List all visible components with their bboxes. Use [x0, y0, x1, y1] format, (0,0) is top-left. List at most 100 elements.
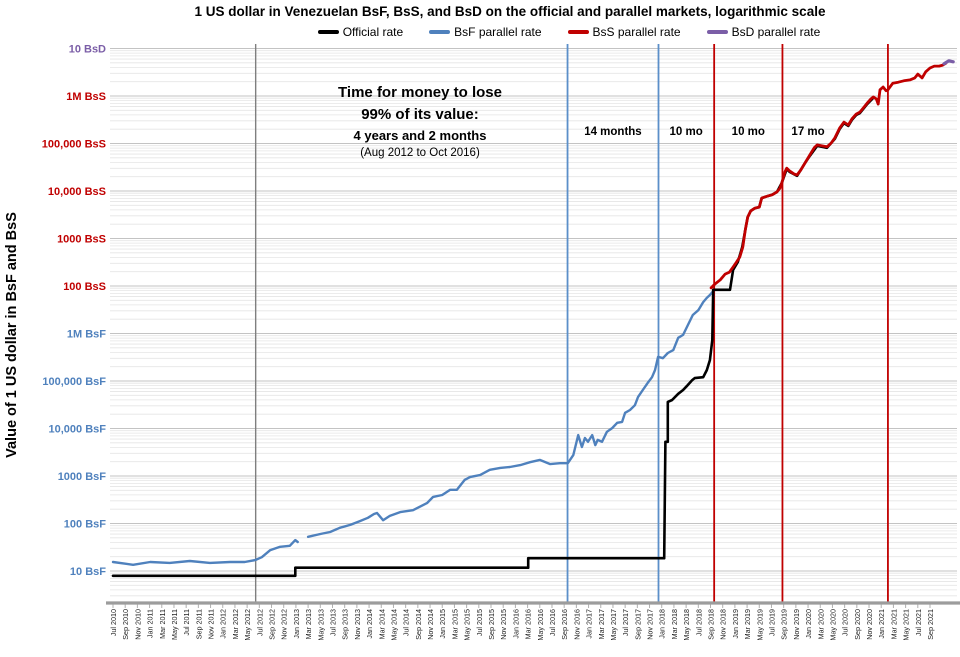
legend-label-bsd: BsD parallel rate: [731, 25, 821, 39]
x-tick-label: Jul 2019: [767, 609, 776, 636]
x-tick-label: Mar 2018: [670, 609, 679, 639]
x-tick-label: Sep 2018: [707, 609, 716, 640]
x-tick-label: Nov 2020: [865, 609, 874, 640]
y-tick-label: 1000 BsS: [57, 234, 106, 246]
x-tick-label: May 2019: [755, 609, 764, 641]
legend-item-bsd: BsD parallel rate: [706, 25, 821, 39]
official-rate-line: [111, 96, 875, 578]
y-tick-label: 10 BsF: [70, 566, 106, 578]
legend-item-official: Official rate: [317, 25, 404, 39]
legend-swatch-bsd: [706, 30, 728, 34]
x-tick-label: Nov 2016: [572, 609, 581, 640]
x-tick-label: Mar 2013: [304, 609, 313, 639]
x-tick-label: Sep 2017: [633, 609, 642, 640]
x-tick-label: Mar 2014: [377, 609, 386, 639]
x-tick-label: Mar 2011: [158, 609, 167, 639]
x-tick-label: Jul 2018: [694, 609, 703, 636]
x-tick-label: Nov 2019: [792, 609, 801, 640]
x-tick-label: Jan 2018: [658, 609, 667, 639]
x-tick-label: Sep 2012: [268, 609, 277, 640]
x-tick-label: Jan 2012: [219, 609, 228, 639]
x-tick-label: Sep 2010: [121, 609, 130, 640]
x-tick-label: Jan 2019: [731, 609, 740, 639]
y-tick-label: 1M BsS: [66, 91, 106, 103]
x-tick-label: Mar 2015: [450, 609, 459, 639]
legend-swatch-official: [317, 30, 339, 34]
x-tick-label: Jul 2015: [475, 609, 484, 636]
x-tick-label: Jul 2021: [914, 609, 923, 636]
x-tick-label: Sep 2011: [194, 609, 203, 639]
x-tick-label: Nov 2013: [353, 609, 362, 640]
x-tick-label: Sep 2019: [780, 609, 789, 640]
x-tick-label: Jan 2021: [877, 609, 886, 639]
bss-parallel-rate-line: [709, 61, 948, 290]
legend-swatch-bss: [567, 30, 589, 34]
x-tick-label: Sep 2016: [560, 609, 569, 640]
x-tick-label: Jan 2014: [365, 609, 374, 639]
legend-item-bss: BsS parallel rate: [567, 25, 681, 39]
x-tick-label: Nov 2012: [280, 609, 289, 640]
y-tick-label: 10 BsD: [69, 44, 106, 56]
x-tick-label: May 2016: [536, 609, 545, 641]
chart-title: 1 US dollar in Venezuelan BsF, BsS, and …: [194, 4, 826, 19]
legend-label-official: Official rate: [342, 25, 404, 39]
x-tick-label: Jul 2020: [841, 609, 850, 636]
bsf-parallel-rate-line: [111, 538, 299, 566]
x-tick-label: Nov 2014: [426, 609, 435, 640]
x-tick-label: Nov 2011: [207, 609, 216, 639]
x-tick-label: Mar 2020: [816, 609, 825, 639]
x-tick-label: Jul 2014: [402, 609, 411, 636]
x-tick-label: Nov 2017: [646, 609, 655, 640]
x-tick-label: Jul 2016: [548, 609, 557, 636]
x-tick-label: May 2012: [243, 609, 252, 641]
x-tick-label: Nov 2010: [133, 609, 142, 640]
x-tick-label: May 2015: [463, 609, 472, 641]
x-tick-label: Jan 2016: [511, 609, 520, 639]
legend-swatch-bsf: [429, 30, 451, 34]
annotation-line-3: 4 years and 2 months: [353, 128, 487, 143]
x-tick-label: Jan 2017: [585, 609, 594, 639]
x-tick-label: Jul 2010: [109, 609, 118, 636]
x-tick-label: Jan 2011: [146, 609, 155, 638]
period-label-17-mo: 17 mo: [791, 126, 825, 138]
legend-item-bsf: BsF parallel rate: [429, 25, 542, 39]
period-label-10-mo-a: 10 mo: [669, 126, 703, 138]
annotation-devaluation-period: Time for money to lose 99% of its value:…: [338, 82, 502, 161]
legend: Official rate BsF parallel rate BsS para…: [0, 25, 960, 39]
x-tick-label: Jan 2015: [438, 609, 447, 639]
annotation-line-1: Time for money to lose: [338, 84, 502, 101]
x-tick-label: May 2014: [389, 609, 398, 641]
x-tick-label: Mar 2016: [524, 609, 533, 639]
x-tick-label: Jan 2013: [292, 609, 301, 639]
y-tick-label: 10,000 BsF: [49, 424, 107, 436]
period-label-10-mo-b: 10 mo: [731, 126, 765, 138]
x-tick-label: Jul 2017: [621, 609, 630, 636]
period-label-14-months: 14 months: [584, 126, 642, 138]
x-tick-label: Jul 2012: [255, 609, 264, 636]
y-tick-label: 100 BsS: [63, 281, 106, 293]
x-tick-label: Jul 2013: [328, 609, 337, 636]
y-tick-label: 1M BsF: [67, 329, 106, 341]
legend-label-bss: BsS parallel rate: [592, 25, 681, 39]
y-tick-label: 100 BsF: [64, 519, 106, 531]
x-tick-label: Sep 2021: [926, 609, 935, 640]
legend-label-bsf: BsF parallel rate: [454, 25, 542, 39]
x-tick-label: Sep 2015: [487, 609, 496, 640]
x-tick-label: Mar 2019: [743, 609, 752, 639]
x-tick-label: Jul 2011: [182, 609, 191, 636]
bsd-parallel-rate-line: [942, 59, 955, 66]
bsf-parallel-rate-line: [306, 291, 714, 538]
x-tick-label: May 2017: [609, 609, 618, 641]
y-tick-label: 100,000 BsF: [42, 376, 106, 388]
x-tick-label: May 2020: [828, 609, 837, 641]
x-tick-label: Nov 2018: [719, 609, 728, 640]
x-tick-label: May 2018: [682, 609, 691, 641]
annotation-line-2: 99% of its value:: [361, 106, 479, 123]
x-tick-label: Jan 2020: [804, 609, 813, 639]
x-tick-label: Nov 2015: [499, 609, 508, 640]
x-tick-label: Mar 2021: [889, 609, 898, 639]
y-tick-label: 100,000 BsS: [42, 139, 106, 151]
x-tick-label: May 2011: [170, 609, 179, 640]
